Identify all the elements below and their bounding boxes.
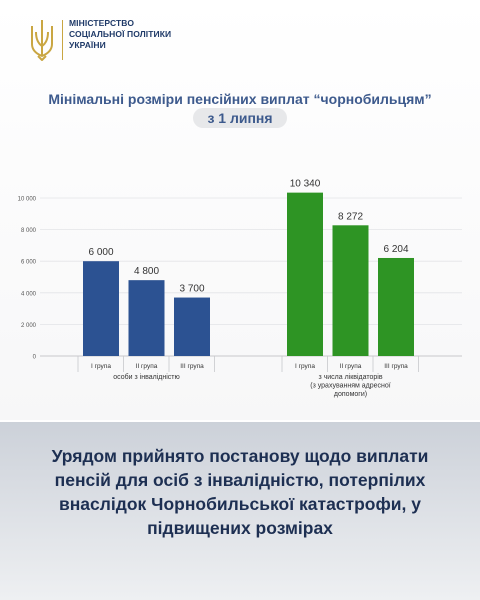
y-tick-label: 8 000 — [21, 228, 37, 234]
logo-divider — [62, 20, 63, 60]
x-group-label: (з урахуванням адресної — [310, 383, 391, 390]
y-tick-label: 0 — [33, 355, 37, 361]
y-tick-label: 2 000 — [21, 323, 37, 329]
trident-icon — [31, 20, 53, 61]
ministry-name-line-3: УКРАЇНИ — [69, 40, 106, 50]
x-group-label: особи з інвалідністю — [113, 373, 179, 381]
bar — [174, 297, 210, 356]
bar — [128, 280, 165, 356]
bar-value-label: 6 204 — [383, 244, 408, 255]
bar — [332, 225, 369, 356]
bar-value-label: 8 272 — [338, 211, 363, 222]
y-tick-label: 10 000 — [18, 197, 37, 203]
bar — [83, 261, 119, 356]
message-panel — [0, 422, 480, 600]
x-category-label: I група — [295, 363, 315, 370]
page-title: Мінімальні розміри пенсійних виплат “чор… — [48, 91, 432, 107]
ministry-name-line-1: МІНІСТЕРСТВО — [69, 18, 135, 28]
x-group-label: допомоги) — [334, 391, 367, 398]
bar — [378, 257, 414, 356]
announcement-text: Урядом прийнято постанову щодо виплати п… — [51, 446, 429, 538]
x-category-label: I група — [91, 363, 111, 370]
bar-value-label: 6 000 — [88, 247, 113, 258]
pension-bar-chart: 0 2 000 4 000 6 000 8 000 10 000 6 000 I група 4… — [18, 179, 462, 398]
x-category-label: II група — [136, 363, 158, 370]
ministry-name-line-2: СОЦІАЛЬНОЇ ПОЛІТИКИ — [69, 29, 172, 39]
x-category-label: III група — [180, 363, 204, 370]
ministry-name: МІНІСТЕРСТВО СОЦІАЛЬНОЇ ПОЛІТИКИ УКРАЇНИ — [69, 18, 171, 51]
y-tick-label: 4 000 — [21, 291, 37, 297]
x-category-label: II група — [340, 363, 362, 370]
bar-value-label: 3 700 — [179, 284, 204, 295]
x-category-label: III група — [384, 363, 408, 370]
bar-value-label: 4 800 — [134, 266, 159, 277]
ministry-logo: МІНІСТЕРСТВО СОЦІАЛЬНОЇ ПОЛІТИКИ УКРАЇНИ — [28, 18, 171, 62]
y-tick-label: 6 000 — [21, 260, 37, 266]
bar-value-label: 10 340 — [290, 179, 321, 190]
date-badge: з 1 липня — [193, 108, 287, 128]
bar — [287, 192, 323, 356]
x-group-label: з числа ліквідаторів — [318, 373, 382, 381]
